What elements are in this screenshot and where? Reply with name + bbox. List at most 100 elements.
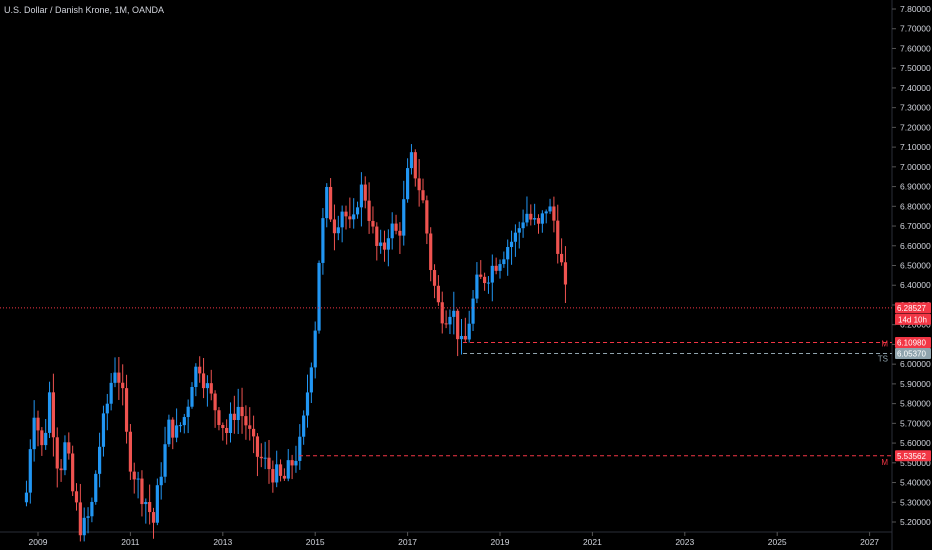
y-tick-label: 6.00000: [900, 359, 931, 369]
candle-body: [355, 207, 360, 215]
price-level-tag: [895, 348, 931, 360]
y-tick-label: 7.60000: [900, 43, 931, 53]
candle-body: [71, 453, 75, 492]
y-tick-label: 5.20000: [900, 517, 931, 527]
candle-body: [244, 416, 248, 426]
candle-body: [205, 383, 209, 389]
candle-body: [240, 406, 244, 417]
candle-body: [236, 406, 240, 421]
candle-body: [74, 491, 79, 503]
candle-body: [255, 436, 260, 457]
candle-body: [278, 464, 283, 476]
candle-body: [171, 419, 175, 438]
candle-body: [444, 323, 448, 325]
y-tick-label: 5.50000: [900, 458, 931, 468]
candle-body: [178, 425, 183, 427]
price-level-tag: [895, 450, 931, 462]
candle-body: [382, 242, 387, 250]
candle-body: [151, 512, 156, 523]
candle-body: [117, 372, 121, 383]
candle-body: [329, 186, 333, 220]
candle-body: [248, 425, 252, 429]
candle-body: [417, 178, 421, 191]
candle-body: [502, 259, 506, 265]
candle-body: [498, 264, 502, 271]
candle-body: [344, 211, 348, 217]
y-tick-label: 6.60000: [900, 241, 931, 251]
candle-body: [78, 502, 82, 536]
candle-body: [67, 442, 71, 454]
candle-body: [132, 471, 136, 480]
candle-body: [486, 282, 491, 284]
y-tick-label: 7.40000: [900, 83, 931, 93]
candle-body: [494, 265, 498, 271]
candle-body: [402, 199, 406, 236]
candle-body: [367, 200, 371, 221]
candle-body: [413, 152, 417, 179]
countdown-label: 14d 10h: [898, 315, 927, 324]
x-tick-label: 2023: [675, 537, 694, 547]
chart-title: U.S. Dollar / Danish Krone, 1M, OANDA: [4, 5, 165, 15]
price-level-tag: [895, 336, 931, 348]
y-tick-label: 5.90000: [900, 379, 931, 389]
candle-body: [332, 219, 337, 234]
candle-body: [490, 265, 494, 283]
candle-body: [182, 417, 186, 426]
candle-body: [305, 392, 310, 416]
candle-body: [390, 223, 394, 239]
candle-body: [267, 457, 271, 470]
candle-body: [259, 456, 263, 459]
candle-body: [425, 200, 429, 234]
y-tick-label: 7.10000: [900, 142, 931, 152]
candle-body: [286, 460, 290, 479]
candle-body: [506, 247, 510, 260]
candle-body: [348, 216, 352, 220]
candle-body: [394, 223, 398, 231]
y-tick-label: 5.80000: [900, 399, 931, 409]
candle-body: [186, 406, 190, 418]
candle-body: [198, 366, 202, 374]
candle-body: [140, 478, 144, 505]
y-tick-label: 6.40000: [900, 280, 931, 290]
candle-body: [225, 427, 229, 433]
candle-body: [298, 436, 302, 461]
candle-body: [483, 276, 487, 284]
y-tick-label: 6.70000: [900, 221, 931, 231]
candle-body: [563, 262, 568, 285]
candle-body: [163, 444, 167, 477]
x-tick-label: 2013: [213, 537, 232, 547]
candle-body: [548, 206, 552, 212]
candle-body: [525, 213, 529, 223]
candle-body: [379, 242, 383, 246]
x-tick-label: 2025: [768, 537, 787, 547]
candle-body: [544, 211, 548, 214]
candle-body: [313, 330, 317, 368]
candle-body: [90, 501, 94, 517]
candle-body: [194, 366, 198, 388]
candle-body: [263, 457, 267, 459]
x-tick-label: 2015: [306, 537, 325, 547]
y-tick-label: 7.00000: [900, 162, 931, 172]
candle-body: [463, 335, 467, 340]
candle-body: [82, 517, 86, 536]
y-tick-label: 6.80000: [900, 201, 931, 211]
x-tick-label: 2021: [583, 537, 602, 547]
candle-body: [290, 460, 294, 466]
candle-body: [47, 392, 52, 433]
candle-body: [375, 226, 379, 246]
candle-body: [436, 285, 440, 303]
candle-body: [540, 213, 544, 224]
candle-body: [552, 206, 556, 221]
candle-body: [159, 476, 163, 486]
candle-body: [136, 478, 140, 480]
candle-body: [217, 410, 221, 426]
candle-body: [309, 367, 313, 393]
y-tick-label: 5.60000: [900, 438, 931, 448]
candle-body: [294, 460, 298, 466]
candle-body: [59, 468, 63, 471]
y-tick-label: 7.80000: [900, 4, 931, 14]
candle-body: [421, 190, 425, 201]
candle-body: [386, 238, 390, 250]
candle-body: [521, 222, 525, 229]
